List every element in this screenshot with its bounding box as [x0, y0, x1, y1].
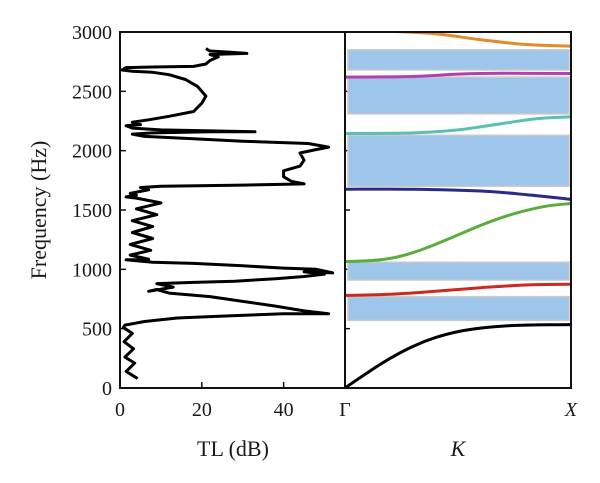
y-tick-label: 2000: [72, 141, 112, 163]
tl-curve: [120, 47, 335, 380]
tl-x-axis-label: TL (dB): [197, 436, 269, 461]
tl-x-tick-label: 20: [192, 399, 212, 421]
band-gap-rect: [347, 76, 570, 115]
dispersion-curve: [345, 282, 571, 297]
band-gap-rect: [347, 261, 570, 281]
band-x-tick-label: X: [564, 399, 578, 421]
tl-x-tick-label: 40: [274, 399, 294, 421]
band-gap-rect: [347, 295, 570, 322]
dispersion-curve: [345, 202, 571, 264]
tl-x-axis-ticks: 0 20 40: [115, 382, 294, 421]
y-tick-label: 1500: [72, 200, 112, 222]
dispersion-curve: [345, 32, 571, 48]
transmission-loss-panel: 0 20 40 TL (dB): [115, 47, 335, 461]
band-gap-rect: [347, 134, 570, 188]
y-tick-label: 1000: [72, 259, 112, 281]
band-x-axis-label: K: [450, 436, 467, 461]
tl-x-tick-label: 0: [115, 399, 125, 421]
tl-series-group: [120, 47, 335, 380]
dispersion-curve: [345, 323, 571, 388]
dispersion-curve: [345, 71, 571, 79]
y-axis-ticks: 0 500 1000 1500 2000 2500 3000: [72, 22, 350, 400]
y-tick-label: 3000: [72, 22, 112, 44]
y-tick-label: 500: [82, 319, 112, 341]
band-x-tick-label: Γ: [339, 399, 351, 421]
band-series-group: [345, 32, 571, 388]
band-gap-rect: [347, 49, 570, 71]
y-axis-label: Frequency (Hz): [26, 141, 51, 280]
band-gap-group: [347, 49, 570, 322]
y-tick-label: 0: [102, 378, 112, 400]
y-tick-label: 2500: [72, 81, 112, 103]
dispersion-curve: [345, 115, 571, 135]
dispersion-curve: [345, 187, 571, 201]
